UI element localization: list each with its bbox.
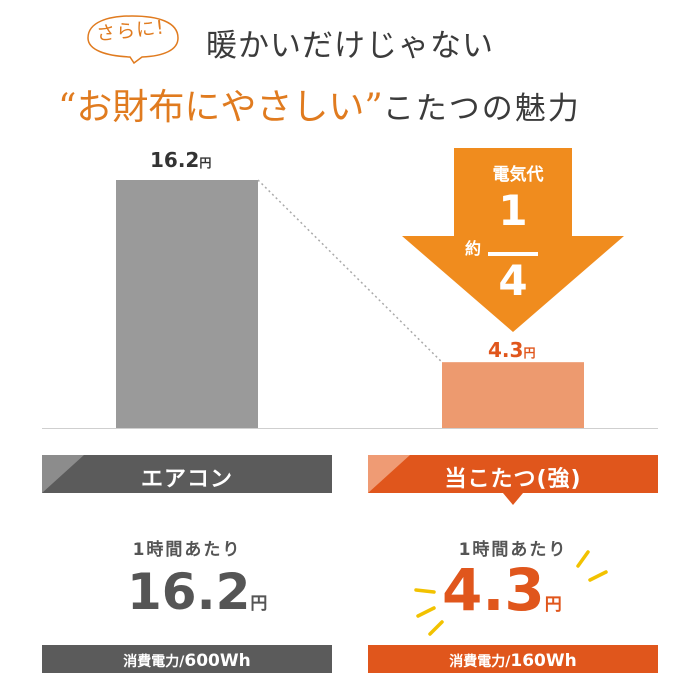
arrow-approx: 約	[465, 239, 482, 258]
big-value-aircon: 16.2円	[127, 563, 267, 621]
per-hour-label-aircon: 1時間あたり	[132, 540, 242, 560]
fraction-denominator: 4	[498, 256, 528, 305]
connector-line	[257, 179, 443, 363]
bar-label-aircon-value: 16.2	[150, 148, 200, 172]
category-label-aircon: エアコン	[140, 467, 233, 492]
big-value-aircon-number: 16.2	[127, 563, 251, 621]
power-value-kotatsu: 160Wh	[510, 651, 577, 671]
down-arrow-icon	[402, 148, 624, 332]
per-hour-label-kotatsu: 1時間あたり	[458, 540, 568, 560]
speech-bubble-icon	[87, 15, 179, 64]
headline-line2: “お財布にやさしい”こたつの魅力	[58, 78, 581, 130]
footer-bar-kotatsu	[368, 645, 658, 673]
footer-bar-aircon	[42, 645, 332, 673]
category-bar-aircon	[42, 455, 332, 493]
category-label-kotatsu: 当こたつ(強)	[444, 467, 582, 492]
power-info-kotatsu: 消費電力/160Wh	[368, 651, 658, 671]
fraction-numerator: 1	[498, 186, 528, 235]
power-info-aircon: 消費電力/600Wh	[42, 651, 332, 671]
bar-label-aircon: 16.2円	[150, 148, 211, 172]
bar-1	[442, 362, 584, 428]
big-value-kotatsu: 4.3円	[442, 556, 562, 624]
headline-rest: こたつの魅力	[382, 91, 581, 127]
big-value-kotatsu-number: 4.3	[442, 556, 545, 624]
headline-quote: “お財布にやさしい”	[58, 87, 383, 128]
power-label-aircon: 消費電力/	[123, 654, 185, 670]
bar-label-kotatsu: 4.3円	[488, 338, 535, 362]
arrow-title: 電気代	[492, 165, 544, 185]
bar-label-aircon-unit: 円	[199, 156, 212, 170]
big-value-aircon-unit: 円	[250, 594, 268, 614]
fraction-line	[488, 252, 538, 256]
cost-comparison-chart	[42, 179, 658, 429]
power-value-aircon: 600Wh	[184, 651, 251, 671]
bar-label-kotatsu-unit: 円	[523, 346, 536, 360]
category-bar-kotatsu	[368, 455, 658, 505]
bar-0	[116, 180, 258, 428]
power-label-kotatsu: 消費電力/	[449, 654, 511, 670]
bar-label-kotatsu-value: 4.3	[488, 338, 524, 362]
sparkle-lines-icon	[414, 550, 608, 636]
big-value-kotatsu-unit: 円	[544, 595, 562, 615]
headline-line1: 暖かいだけじゃない	[206, 28, 494, 64]
